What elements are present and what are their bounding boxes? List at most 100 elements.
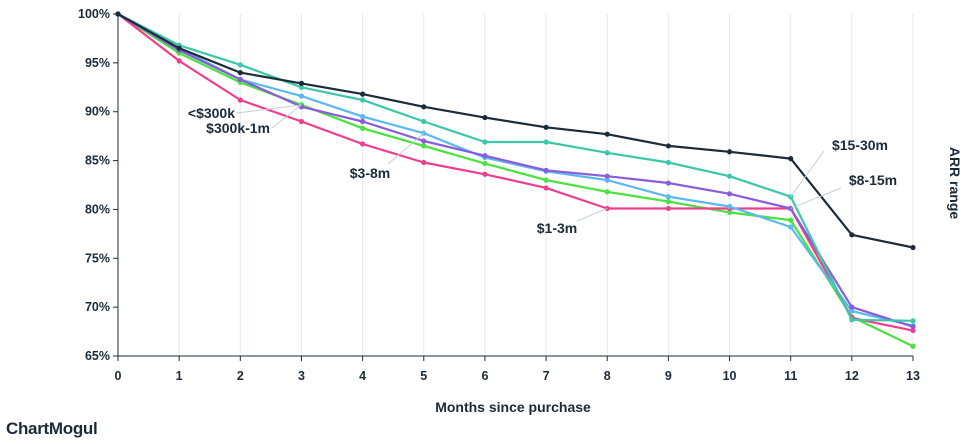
data-point [543,177,549,183]
x-tick-label: 10 [723,369,737,383]
x-tick-label: 13 [906,369,920,383]
data-point [788,217,794,223]
data-point [665,194,671,200]
annotation-leader [790,187,842,209]
x-tick-label: 6 [481,369,488,383]
x-tick-label: 3 [298,369,305,383]
data-point [360,141,366,147]
data-point [604,177,610,183]
data-point [543,124,549,130]
data-point [482,114,488,121]
data-point [298,118,305,125]
y-axis-title: ARR range [947,147,963,220]
series-line [117,13,914,249]
data-point [910,318,916,324]
series-label: $300k-1m [206,120,270,136]
data-point [604,205,610,212]
data-point [482,171,488,177]
data-point [665,143,671,149]
annotation-leader [790,150,825,198]
data-point [910,343,916,349]
data-point [726,191,733,197]
series-line [117,13,914,332]
data-point [543,139,549,145]
y-tick-label: 80% [85,202,110,216]
data-point [788,156,794,162]
grid [178,14,914,356]
data-point [910,244,916,251]
x-tick-label: 8 [604,369,611,383]
data-point [849,232,855,238]
y-tick-label: 65% [85,349,110,363]
annotation-leader [387,132,425,165]
data-point [726,173,733,179]
data-point [237,62,243,68]
series-30m [115,11,916,251]
series-group [115,11,916,349]
x-axis-title: Months since purchase [435,399,591,415]
y-tick-label: 85% [85,154,110,168]
annotation-leader [576,207,608,222]
series-label: $3-8m [350,165,390,181]
data-point [360,97,366,103]
x-tick-label: 2 [237,369,244,383]
x-tick-label: 4 [359,369,366,383]
data-point [543,185,549,191]
data-point [298,84,305,90]
data-point [788,224,794,230]
data-point [482,139,488,145]
data-point [665,205,671,212]
data-point [910,327,916,334]
data-point [298,80,305,86]
series-label: <$300k [188,105,235,121]
x-tick-label: 0 [115,369,122,383]
series-15-30m [115,11,916,324]
data-point [360,114,366,120]
data-point [482,160,488,167]
data-point [421,138,427,144]
data-point [421,118,427,125]
series-8-15m [115,11,916,330]
series-label: $1-3m [537,220,577,236]
x-tick-label: 11 [784,369,797,383]
series-label: $8-15m [849,172,897,188]
data-point [298,93,305,99]
data-point [421,143,427,149]
data-point [237,70,243,76]
y-tick-label: 75% [85,251,110,265]
series-3-8m [115,11,916,329]
data-point [726,149,733,155]
data-point [543,167,549,173]
data-point [360,118,366,125]
data-point [604,173,610,179]
x-tick-label: 9 [665,369,672,383]
series-label: $15-30m [832,137,888,153]
data-point [665,199,671,205]
annotation-leader [271,104,302,129]
data-point [360,125,366,131]
data-point [237,76,243,83]
series-line [117,13,914,322]
data-point [421,104,427,110]
data-point [604,150,610,156]
annotation-group: <$300k$300k-1m $3-8m $1-3m $15-30m $8-15m [188,104,897,236]
data-point [604,131,610,137]
series-line [117,13,914,327]
x-tick-label: 7 [543,369,550,383]
data-point [849,308,855,314]
data-point [665,180,671,186]
data-point [176,45,182,51]
data-point [665,159,671,166]
annotation-leader [236,104,302,114]
x-tick-label: 12 [845,369,859,383]
data-point [482,153,488,159]
data-point [115,11,121,17]
series-line [117,13,914,348]
data-point [910,324,916,330]
series-line [117,13,914,328]
x-tick-label: 1 [176,369,183,383]
data-point [726,203,733,210]
y-tick-label: 100% [78,7,110,21]
data-point [604,189,610,195]
